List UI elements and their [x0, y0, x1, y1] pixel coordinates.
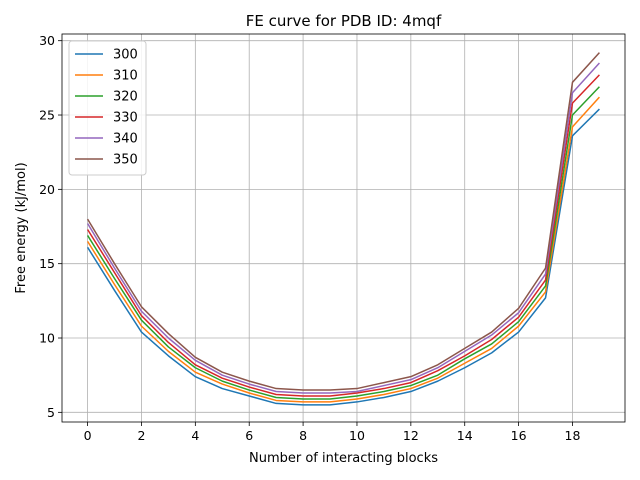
series-line-300	[86, 108, 600, 406]
legend-label-340: 340	[113, 132, 138, 147]
plot-frame	[61, 33, 626, 423]
ticks-layer: 0 2 4 6 8 10 12 14 16 18 5 10 15 20 25 30	[39, 33, 580, 443]
x-tick-label: 4	[191, 428, 199, 443]
series-line-310	[86, 96, 600, 403]
series-line-350	[86, 52, 600, 391]
y-tick-label: 15	[39, 256, 55, 271]
x-tick-label: 2	[137, 428, 145, 443]
y-tick-label: 30	[39, 33, 55, 48]
series-line-340	[86, 62, 600, 394]
x-tick-label: 12	[403, 428, 419, 443]
y-tick-label: 25	[39, 108, 55, 123]
x-tick-label: 6	[245, 428, 253, 443]
legend-label-310: 310	[113, 69, 138, 84]
grid-layer	[62, 34, 625, 422]
y-tick-label: 10	[39, 331, 55, 346]
legend-label-320: 320	[113, 90, 138, 105]
x-tick-label: 16	[511, 428, 527, 443]
x-tick-label: 18	[565, 428, 581, 443]
x-tick-label: 10	[349, 428, 365, 443]
legend-label-350: 350	[113, 153, 138, 168]
y-tick-label: 20	[39, 182, 55, 197]
y-tick-label: 5	[47, 405, 55, 420]
x-axis-label: Number of interacting blocks	[249, 451, 438, 466]
series-line-320	[86, 86, 600, 400]
legend-label-300: 300	[113, 48, 138, 63]
series-layer	[86, 52, 600, 406]
series-line-330	[86, 74, 600, 397]
x-tick-label: 0	[84, 428, 92, 443]
legend-label-330: 330	[113, 111, 138, 126]
x-tick-label: 8	[299, 428, 307, 443]
y-axis-label: Free energy (kJ/mol)	[14, 162, 29, 293]
chart-title: FE curve for PDB ID: 4mqf	[246, 12, 442, 30]
x-tick-label: 14	[457, 428, 473, 443]
legend: 300 310 320 330 340 350	[68, 40, 147, 176]
